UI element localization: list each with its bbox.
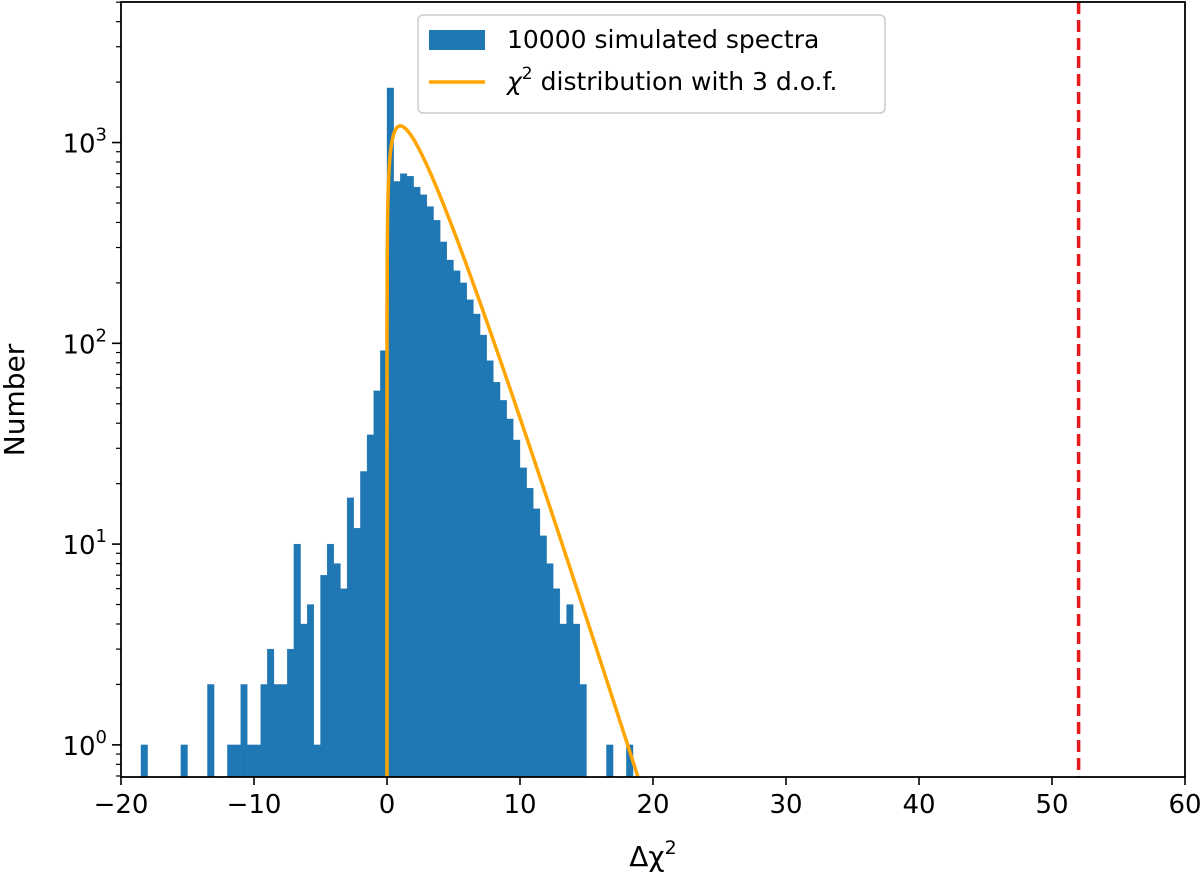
histogram-bar [573, 623, 581, 778]
histogram-bar [240, 684, 248, 778]
histogram-bar [526, 487, 534, 778]
x-tick-label: 60 [1168, 790, 1200, 820]
histogram-bar [333, 563, 341, 778]
histogram-bar [247, 744, 255, 778]
histogram-bar [459, 282, 467, 778]
x-tick-label: −20 [94, 790, 149, 820]
histogram-bar [519, 467, 527, 778]
x-tick-label: 20 [636, 790, 669, 820]
histogram-bar [260, 684, 268, 778]
histogram-bar [579, 684, 587, 778]
histogram-bar [360, 471, 368, 778]
x-axis-label: Δχ2 [629, 837, 676, 873]
histogram-bar [366, 434, 374, 778]
histogram-bar [426, 206, 434, 778]
histogram-bar [227, 744, 235, 778]
histogram-bar [253, 744, 261, 778]
histogram-bar [566, 604, 574, 778]
histogram-bar [533, 508, 541, 778]
histogram-bar [479, 334, 487, 778]
histogram-bar [440, 241, 448, 778]
plot-frame [120, 1, 1186, 778]
histogram-bar [180, 744, 188, 778]
histogram-bar [539, 535, 547, 778]
y-axis-label: Number [0, 343, 31, 456]
x-tick-label: 30 [769, 790, 802, 820]
histogram-bar [506, 418, 514, 778]
histogram-bar [606, 744, 614, 778]
histogram-bar [406, 176, 414, 778]
legend-label-histogram: 10000 simulated spectra [507, 25, 819, 54]
histogram-bar [499, 400, 507, 778]
histogram-bar [466, 299, 474, 778]
histogram-bar [553, 588, 561, 778]
chi-squared-curve [385, 124, 640, 778]
histogram-bar [453, 270, 461, 778]
histogram-bar [233, 744, 241, 778]
legend-label-curve: χ2 distribution with 3 d.o.f. [505, 64, 837, 96]
histogram-bar [207, 684, 215, 778]
histogram-bar [559, 623, 567, 778]
x-axis-ticks: −20 −10 0 10 20 30 40 50 60 [94, 777, 1200, 820]
x-tick-label: 50 [1035, 790, 1068, 820]
x-tick-label: 40 [902, 790, 935, 820]
histogram-bar [300, 623, 308, 778]
histogram-bar [393, 181, 401, 778]
histogram-bar [140, 744, 148, 778]
histogram-bars [140, 87, 634, 778]
histogram-bar [346, 497, 354, 778]
x-axis-label-superscript: 2 [665, 837, 677, 859]
histogram-bar [473, 313, 481, 778]
histogram-bar [513, 439, 521, 778]
histogram-bar [287, 648, 295, 778]
histogram-bar [320, 575, 328, 778]
histogram-bar [493, 382, 501, 778]
histogram-bar [446, 259, 454, 778]
legend-swatch-histogram [429, 30, 485, 50]
legend-box [417, 14, 886, 114]
histogram-bar [420, 194, 428, 778]
histogram-bar [400, 173, 408, 778]
x-tick-label: 0 [379, 790, 396, 820]
histogram-bar [340, 588, 348, 778]
histogram-bar [267, 648, 275, 778]
histogram-bar [307, 604, 315, 778]
histogram-bar [326, 543, 334, 778]
histogram-bar [546, 563, 554, 778]
histogram-bar [313, 744, 321, 778]
x-tick-label: −10 [227, 790, 282, 820]
histogram-bar [433, 220, 441, 778]
histogram-bar [413, 186, 421, 778]
histogram-bar [280, 684, 288, 778]
histogram-bar [373, 390, 381, 778]
histogram-bar [353, 528, 361, 778]
legend: 10000 simulated spectra χ2 distribution w… [417, 14, 886, 114]
histogram-bar [273, 684, 281, 778]
histogram-bar [293, 543, 301, 778]
histogram-bar [486, 360, 494, 778]
x-tick-label: 10 [503, 790, 536, 820]
